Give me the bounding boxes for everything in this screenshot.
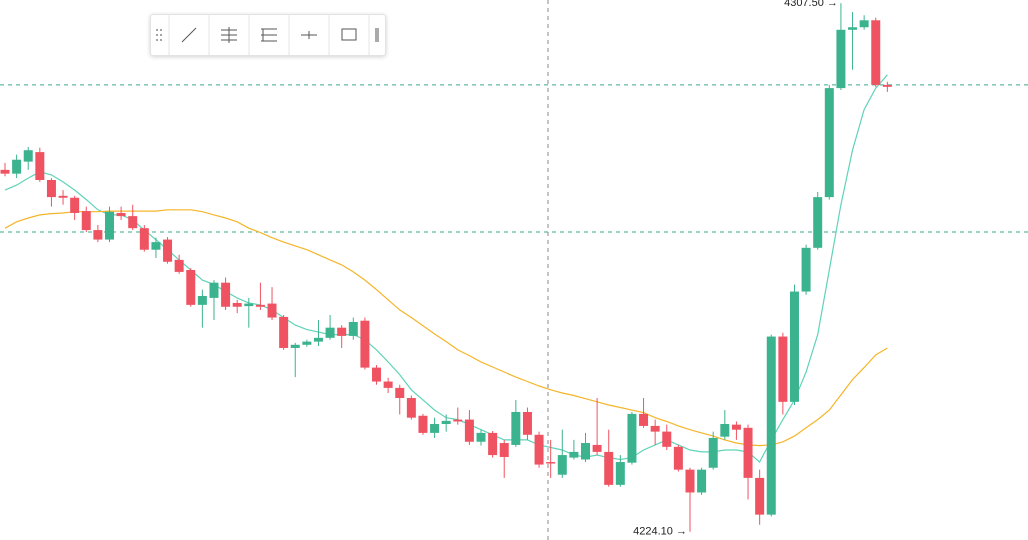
candle-body <box>35 152 45 180</box>
candle-body <box>824 88 834 198</box>
candle-body <box>116 212 126 217</box>
candle-body <box>174 259 184 272</box>
toolbar-more[interactable] <box>375 28 379 42</box>
candle-body <box>337 327 347 336</box>
candle-body <box>209 282 219 298</box>
candle-body <box>615 462 625 485</box>
candle-body <box>406 398 416 418</box>
candle-body <box>372 367 382 382</box>
candle-body <box>581 443 590 460</box>
candle-body <box>720 424 730 437</box>
candle-body <box>151 242 161 250</box>
candle-body <box>592 444 602 452</box>
candle-body <box>104 211 114 240</box>
candle-body <box>766 336 776 515</box>
candle-body <box>93 230 103 240</box>
horizontal-ray-tool[interactable] <box>301 31 317 39</box>
candle-body <box>453 419 463 422</box>
candle-body <box>627 413 637 463</box>
candle-body <box>46 180 56 198</box>
candle-body <box>662 431 672 447</box>
candle-body <box>244 303 254 307</box>
candle-body <box>383 381 393 388</box>
candle-body <box>685 469 695 493</box>
candle-body <box>221 282 231 307</box>
candle-body <box>546 462 556 464</box>
candle-body <box>789 291 799 402</box>
candle-body <box>255 304 265 307</box>
candle-body <box>813 197 823 248</box>
candle-body <box>290 344 300 348</box>
candle-body <box>511 411 521 445</box>
candle-body <box>128 216 138 229</box>
candle-body <box>464 419 474 442</box>
candle-body <box>348 321 358 336</box>
candle-body <box>871 20 881 85</box>
candle-body <box>186 270 196 305</box>
candle-body <box>743 427 753 478</box>
candle-body <box>139 228 149 250</box>
candle-body <box>801 247 811 292</box>
candle-body <box>325 327 335 338</box>
candle-body <box>476 432 486 442</box>
candle-body <box>557 455 567 475</box>
candle-body <box>70 197 80 213</box>
trend-line-tool[interactable] <box>181 27 197 43</box>
candle-body <box>313 337 323 342</box>
candle-body <box>639 413 649 426</box>
horizontal-lines-tool[interactable] <box>221 27 237 43</box>
candle-body <box>360 320 370 368</box>
candle-body <box>836 29 846 89</box>
price-annotation: 4307.50 → <box>784 0 838 9</box>
candle-body <box>418 415 428 433</box>
candle-body <box>708 437 718 468</box>
candle-body <box>81 211 91 231</box>
candle-body <box>534 434 544 465</box>
candle-body <box>441 420 451 425</box>
moving-average-line <box>4 209 888 447</box>
rectangle-tool[interactable] <box>341 28 357 41</box>
drag-handle[interactable] <box>156 29 162 41</box>
candle-body <box>488 432 498 456</box>
candle-body <box>731 424 741 430</box>
candle-body <box>522 411 532 435</box>
candle-body <box>604 451 614 485</box>
candle-body <box>197 295 207 305</box>
candle-body <box>23 150 33 162</box>
toolbar-icons <box>156 15 379 55</box>
candle-body <box>12 159 22 174</box>
candle-body <box>232 302 242 307</box>
price-annotation: 4224.10 → <box>633 526 687 538</box>
candle-body <box>279 316 289 348</box>
candle-body <box>302 341 312 345</box>
candle-body <box>755 477 765 515</box>
candle-body <box>267 303 277 318</box>
candle-body <box>0 169 10 174</box>
candle-body <box>163 239 173 262</box>
drawing-toolbar[interactable] <box>150 14 386 56</box>
candle-body <box>882 84 892 87</box>
candle-body <box>673 446 683 470</box>
candle-body <box>395 387 405 399</box>
candle-body <box>499 443 509 457</box>
candle-body <box>848 27 858 30</box>
candle-body <box>778 336 788 402</box>
candle-body <box>569 451 579 458</box>
parallel-channel-tool[interactable] <box>261 28 277 42</box>
candle-body <box>430 424 440 433</box>
candle-body <box>58 195 68 198</box>
moving-average-line <box>4 74 888 463</box>
candle-body <box>697 469 707 493</box>
candle-body <box>650 425 660 432</box>
candle-body <box>859 20 869 28</box>
